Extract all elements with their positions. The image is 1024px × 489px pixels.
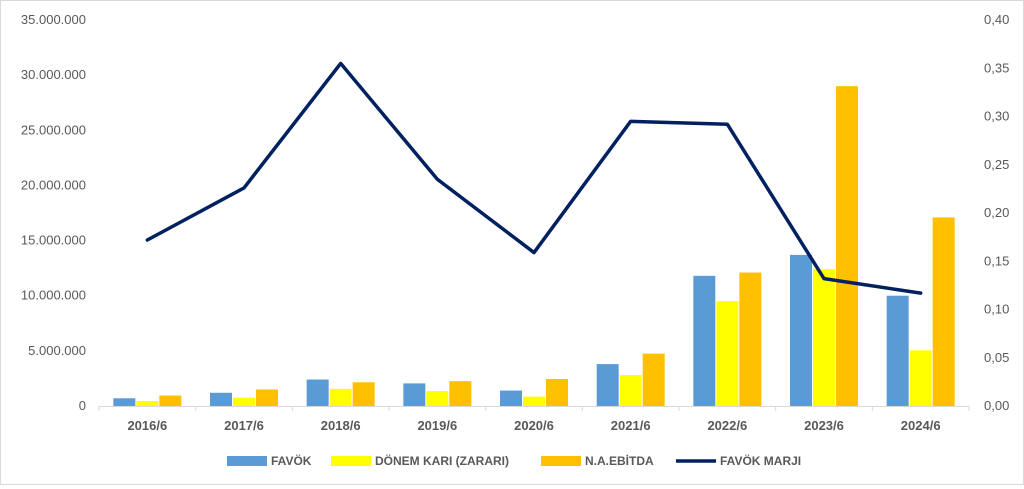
bar-2: [233, 397, 255, 406]
bar-3: [159, 395, 182, 406]
right-axis-tick-label: 0,05: [984, 350, 1009, 365]
bar-3: [352, 382, 375, 406]
bar-3: [932, 217, 955, 406]
left-axis-tick-label: 35.000.000: [21, 12, 86, 27]
bar-1: [113, 398, 136, 406]
right-axis-tick-label: 0,30: [984, 109, 1009, 124]
x-axis-tick-label: 2022/6: [707, 418, 747, 433]
bar-1: [596, 364, 619, 406]
bar-2: [813, 269, 835, 406]
right-axis-tick-label: 0,25: [984, 157, 1009, 172]
bar-3: [449, 381, 472, 406]
x-axis-tick-label: 2017/6: [224, 418, 264, 433]
bar-2: [426, 391, 449, 406]
x-axis-tick-label: 2019/6: [417, 418, 457, 433]
bar-2: [619, 375, 642, 406]
bar-1: [500, 390, 522, 406]
left-axis: 0 5.000.000 10.000.000 15.000.000 20.000.000…: [21, 12, 86, 413]
bar-1: [790, 254, 812, 406]
bar-3: [642, 353, 665, 406]
x-axis-tick-label: 2021/6: [611, 418, 651, 433]
bar-1: [306, 379, 329, 406]
left-axis-tick-label: 25.000.000: [21, 122, 86, 137]
bar-1: [886, 295, 909, 406]
right-axis-tick-label: 0,00: [984, 398, 1009, 413]
right-axis: 0,00 0,05 0,10 0,15 0,20 0,25 0,30 0,35 0,40: [984, 12, 1009, 413]
left-axis-tick-label: 30.000.000: [21, 67, 86, 82]
line-series: [145, 61, 923, 295]
bar-3: [739, 272, 762, 406]
x-axis-tick-label: 2023/6: [804, 418, 844, 433]
bar-2: [329, 388, 352, 406]
bar-2: [136, 401, 159, 406]
legend-label: FAVÖK: [271, 453, 312, 468]
legend-swatch: [227, 456, 267, 466]
bar-2: [716, 301, 739, 406]
left-axis-tick-label: 5.000.000: [28, 343, 86, 358]
x-axis: 2016/6 2017/6 2018/6 2019/6 2020/6 2021/6 2022…: [98, 406, 970, 433]
bar-1: [403, 383, 426, 406]
legend-label: FAVÖK MARJI: [720, 453, 801, 468]
legend-label: N.A.EBİTDA: [585, 453, 654, 468]
bar-series: [113, 86, 955, 407]
bar-2: [523, 396, 545, 406]
left-axis-tick-label: 20.000.000: [21, 177, 86, 192]
right-axis-tick-label: 0,40: [984, 12, 1009, 27]
right-axis-tick-label: 0,20: [984, 205, 1009, 220]
x-axis-tick-label: 2016/6: [127, 418, 167, 433]
left-axis-tick-label: 15.000.000: [21, 233, 86, 248]
right-axis-tick-label: 0,15: [984, 253, 1009, 268]
legend: FAVÖK DÖNEM KARI (ZARARI) N.A.EBİTDA FAVÖK …: [227, 453, 801, 468]
bar-1: [693, 275, 716, 406]
bar-1: [210, 392, 232, 406]
right-axis-tick-label: 0,10: [984, 302, 1009, 317]
legend-label: DÖNEM KARI (ZARARI): [375, 453, 509, 468]
left-axis-tick-label: 0: [79, 398, 86, 413]
margin-line: [145, 61, 923, 295]
right-axis-tick-label: 0,35: [984, 60, 1009, 75]
bar-3: [546, 378, 568, 406]
x-axis-tick-label: 2020/6: [514, 418, 554, 433]
left-axis-tick-label: 10.000.000: [21, 288, 86, 303]
x-axis-tick-label: 2024/6: [901, 418, 941, 433]
x-axis-tick-label: 2018/6: [321, 418, 361, 433]
legend-swatch: [331, 456, 371, 466]
bar-2: [909, 350, 932, 406]
bar-3: [836, 86, 858, 407]
legend-swatch: [541, 456, 581, 466]
bar-3: [256, 389, 278, 406]
